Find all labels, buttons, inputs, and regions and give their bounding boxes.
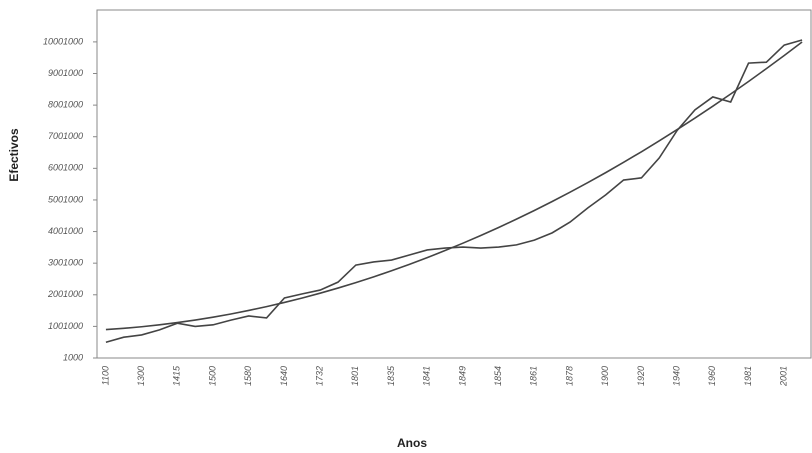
x-tick-label: 1732 xyxy=(315,366,325,386)
y-tick-label: 7001000 xyxy=(48,131,83,141)
x-tick-label: 1849 xyxy=(457,366,467,386)
x-tick-label: 1920 xyxy=(636,366,646,386)
y-tick-label: 1001000 xyxy=(48,321,83,331)
y-tick-label: 6001000 xyxy=(48,163,83,173)
y-tick-label: 9001000 xyxy=(48,68,83,78)
x-tick-label: 1415 xyxy=(172,365,182,386)
x-tick-label: 1801 xyxy=(350,366,360,386)
series-line xyxy=(105,39,803,343)
x-tick-label: 1841 xyxy=(422,366,432,386)
y-tick-label: 10001000 xyxy=(43,36,83,46)
x-tick-label: 1940 xyxy=(672,366,682,386)
x-tick-label: 1854 xyxy=(493,366,503,386)
y-tick-label: 3001000 xyxy=(48,258,83,268)
y-tick-label: 5001000 xyxy=(48,194,83,204)
y-tick-label: 4001000 xyxy=(48,226,83,236)
x-tick-label: 1835 xyxy=(386,365,396,386)
series-line xyxy=(105,41,803,331)
plot-frame xyxy=(96,9,812,359)
y-tick-label: 8001000 xyxy=(48,99,83,109)
x-tick-label: 1960 xyxy=(707,366,717,386)
x-tick-label: 1640 xyxy=(279,366,289,386)
y-tick-label: 1000 xyxy=(63,352,83,362)
x-tick-label: 1580 xyxy=(243,366,253,386)
x-tick-label: 1981 xyxy=(743,366,753,386)
x-tick-label: 2001 xyxy=(779,366,789,387)
x-axis-title: Anos xyxy=(397,436,427,450)
x-tick-label: 1100 xyxy=(100,366,110,385)
y-axis-title: Efectivos xyxy=(7,128,21,182)
x-tick-label: 1500 xyxy=(207,366,217,386)
x-tick-label: 1300 xyxy=(136,366,146,386)
x-tick-label: 1878 xyxy=(564,366,574,386)
y-tick-label: 2001000 xyxy=(47,289,83,299)
x-tick-label: 1900 xyxy=(600,366,610,386)
x-tick-label: 1861 xyxy=(529,366,539,386)
